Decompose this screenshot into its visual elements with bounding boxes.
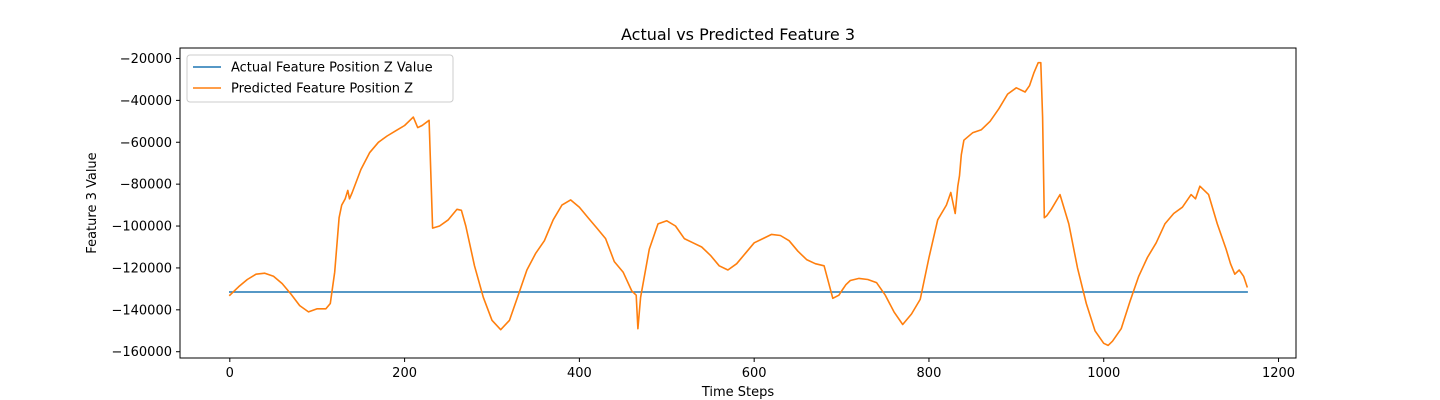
y-tick-label: −40000 xyxy=(120,94,172,109)
x-tick-label: 0 xyxy=(226,366,234,381)
y-axis-label: Feature 3 Value xyxy=(85,152,100,253)
x-tick-label: 400 xyxy=(567,366,592,381)
y-tick-label: −60000 xyxy=(120,136,172,151)
y-tick-label: −80000 xyxy=(120,178,172,193)
x-tick-label: 200 xyxy=(392,366,417,381)
x-tick-label: 600 xyxy=(742,366,767,381)
legend-label-1: Predicted Feature Position Z xyxy=(231,82,413,97)
legend: Actual Feature Position Z Value Predicted… xyxy=(186,54,454,103)
x-axis-label: Time Steps xyxy=(701,385,775,400)
legend-label-0: Actual Feature Position Z Value xyxy=(231,61,433,76)
x-tick-label: 1200 xyxy=(1262,366,1295,381)
series-line-1 xyxy=(228,61,1249,347)
legend-box xyxy=(186,54,454,103)
series-layer xyxy=(228,61,1249,347)
y-tick-label: −100000 xyxy=(111,220,172,235)
y-tick-label: −140000 xyxy=(111,303,172,318)
y-tick-label: −20000 xyxy=(120,52,172,67)
y-tick-label: −160000 xyxy=(111,345,172,360)
x-tick-label: 800 xyxy=(917,366,942,381)
axes-layer: 0 200 400 600 800 1000 1200 −160000 −140000 −1200… xyxy=(111,52,1295,381)
y-tick-label: −120000 xyxy=(111,261,172,276)
x-tick-label: 1000 xyxy=(1087,366,1120,381)
plot-frame xyxy=(179,47,1297,359)
chart-title: Actual vs Predicted Feature 3 xyxy=(621,25,855,44)
